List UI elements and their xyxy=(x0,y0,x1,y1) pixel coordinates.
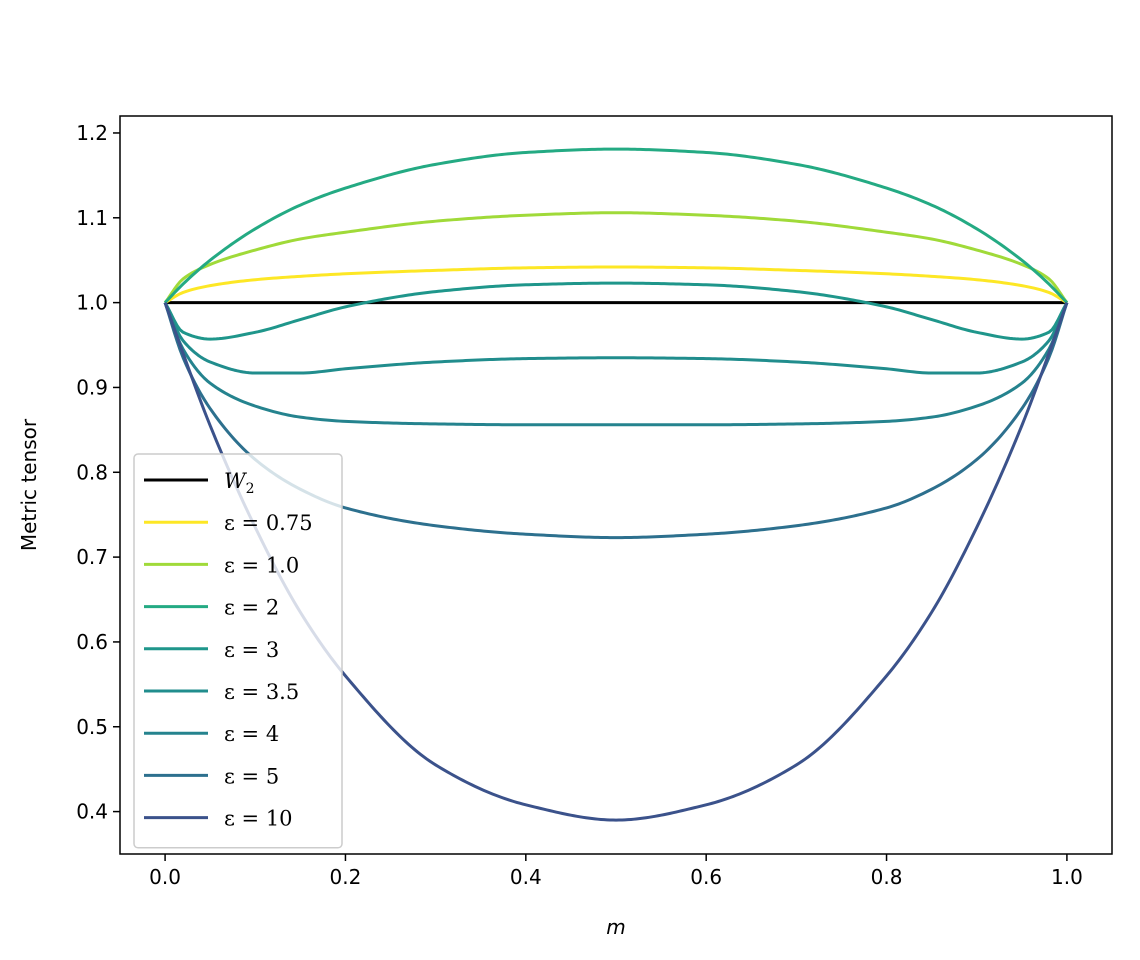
legend-label: ε = 3.5 xyxy=(224,680,299,704)
legend-label: ε = 0.75 xyxy=(224,511,313,535)
x-tick-label: 0.2 xyxy=(330,865,362,889)
y-axis-label: Metric tensor xyxy=(17,418,41,551)
y-tick-label: 1.0 xyxy=(76,291,108,315)
legend-label: ε = 5 xyxy=(224,764,279,788)
series-lines xyxy=(163,147,1069,822)
y-tick-label: 0.6 xyxy=(76,630,108,654)
x-tick-label: 0.8 xyxy=(871,865,903,889)
legend-label: ε = 4 xyxy=(224,722,279,746)
legend-label: W2 xyxy=(224,469,255,497)
y-tick-label: 1.1 xyxy=(76,206,108,230)
legend-label: ε = 2 xyxy=(224,596,279,620)
x-tick-label: 1.0 xyxy=(1051,865,1083,889)
x-tick-label: 0.0 xyxy=(149,865,181,889)
legend-label: ε = 10 xyxy=(224,807,293,831)
x-axis-label: m xyxy=(606,915,625,939)
y-axis: 0.4 0.5 0.6 0.7 0.8 0.9 1.0 1.1 1.2 xyxy=(76,121,120,824)
plot-frame xyxy=(119,115,1113,855)
y-tick-label: 0.8 xyxy=(76,460,108,484)
legend-label: ε = 3 xyxy=(224,638,279,662)
y-tick-label: 1.2 xyxy=(76,121,108,145)
legend-box xyxy=(133,453,343,849)
series-line-4 xyxy=(163,281,1069,341)
series-line-6 xyxy=(163,302,1069,427)
series-line-2 xyxy=(163,211,1069,304)
legend: W2 ε = 0.75 ε = 1.0 ε = 2 ε = 3 ε = 3.5 ε = 4 ε… xyxy=(133,453,343,849)
x-tick-label: 0.4 xyxy=(510,865,542,889)
y-tick-label: 0.4 xyxy=(76,800,108,824)
x-axis: 0.0 0.2 0.4 0.6 0.8 1.0 xyxy=(149,854,1083,889)
y-tick-label: 0.9 xyxy=(76,375,108,399)
series-line-5 xyxy=(163,302,1069,375)
series-line-1 xyxy=(164,265,1068,304)
y-tick-label: 0.5 xyxy=(76,715,108,739)
y-tick-label: 0.7 xyxy=(76,545,108,569)
x-tick-label: 0.6 xyxy=(690,865,722,889)
series-line-3 xyxy=(164,147,1068,304)
legend-label: ε = 1.0 xyxy=(224,553,299,577)
